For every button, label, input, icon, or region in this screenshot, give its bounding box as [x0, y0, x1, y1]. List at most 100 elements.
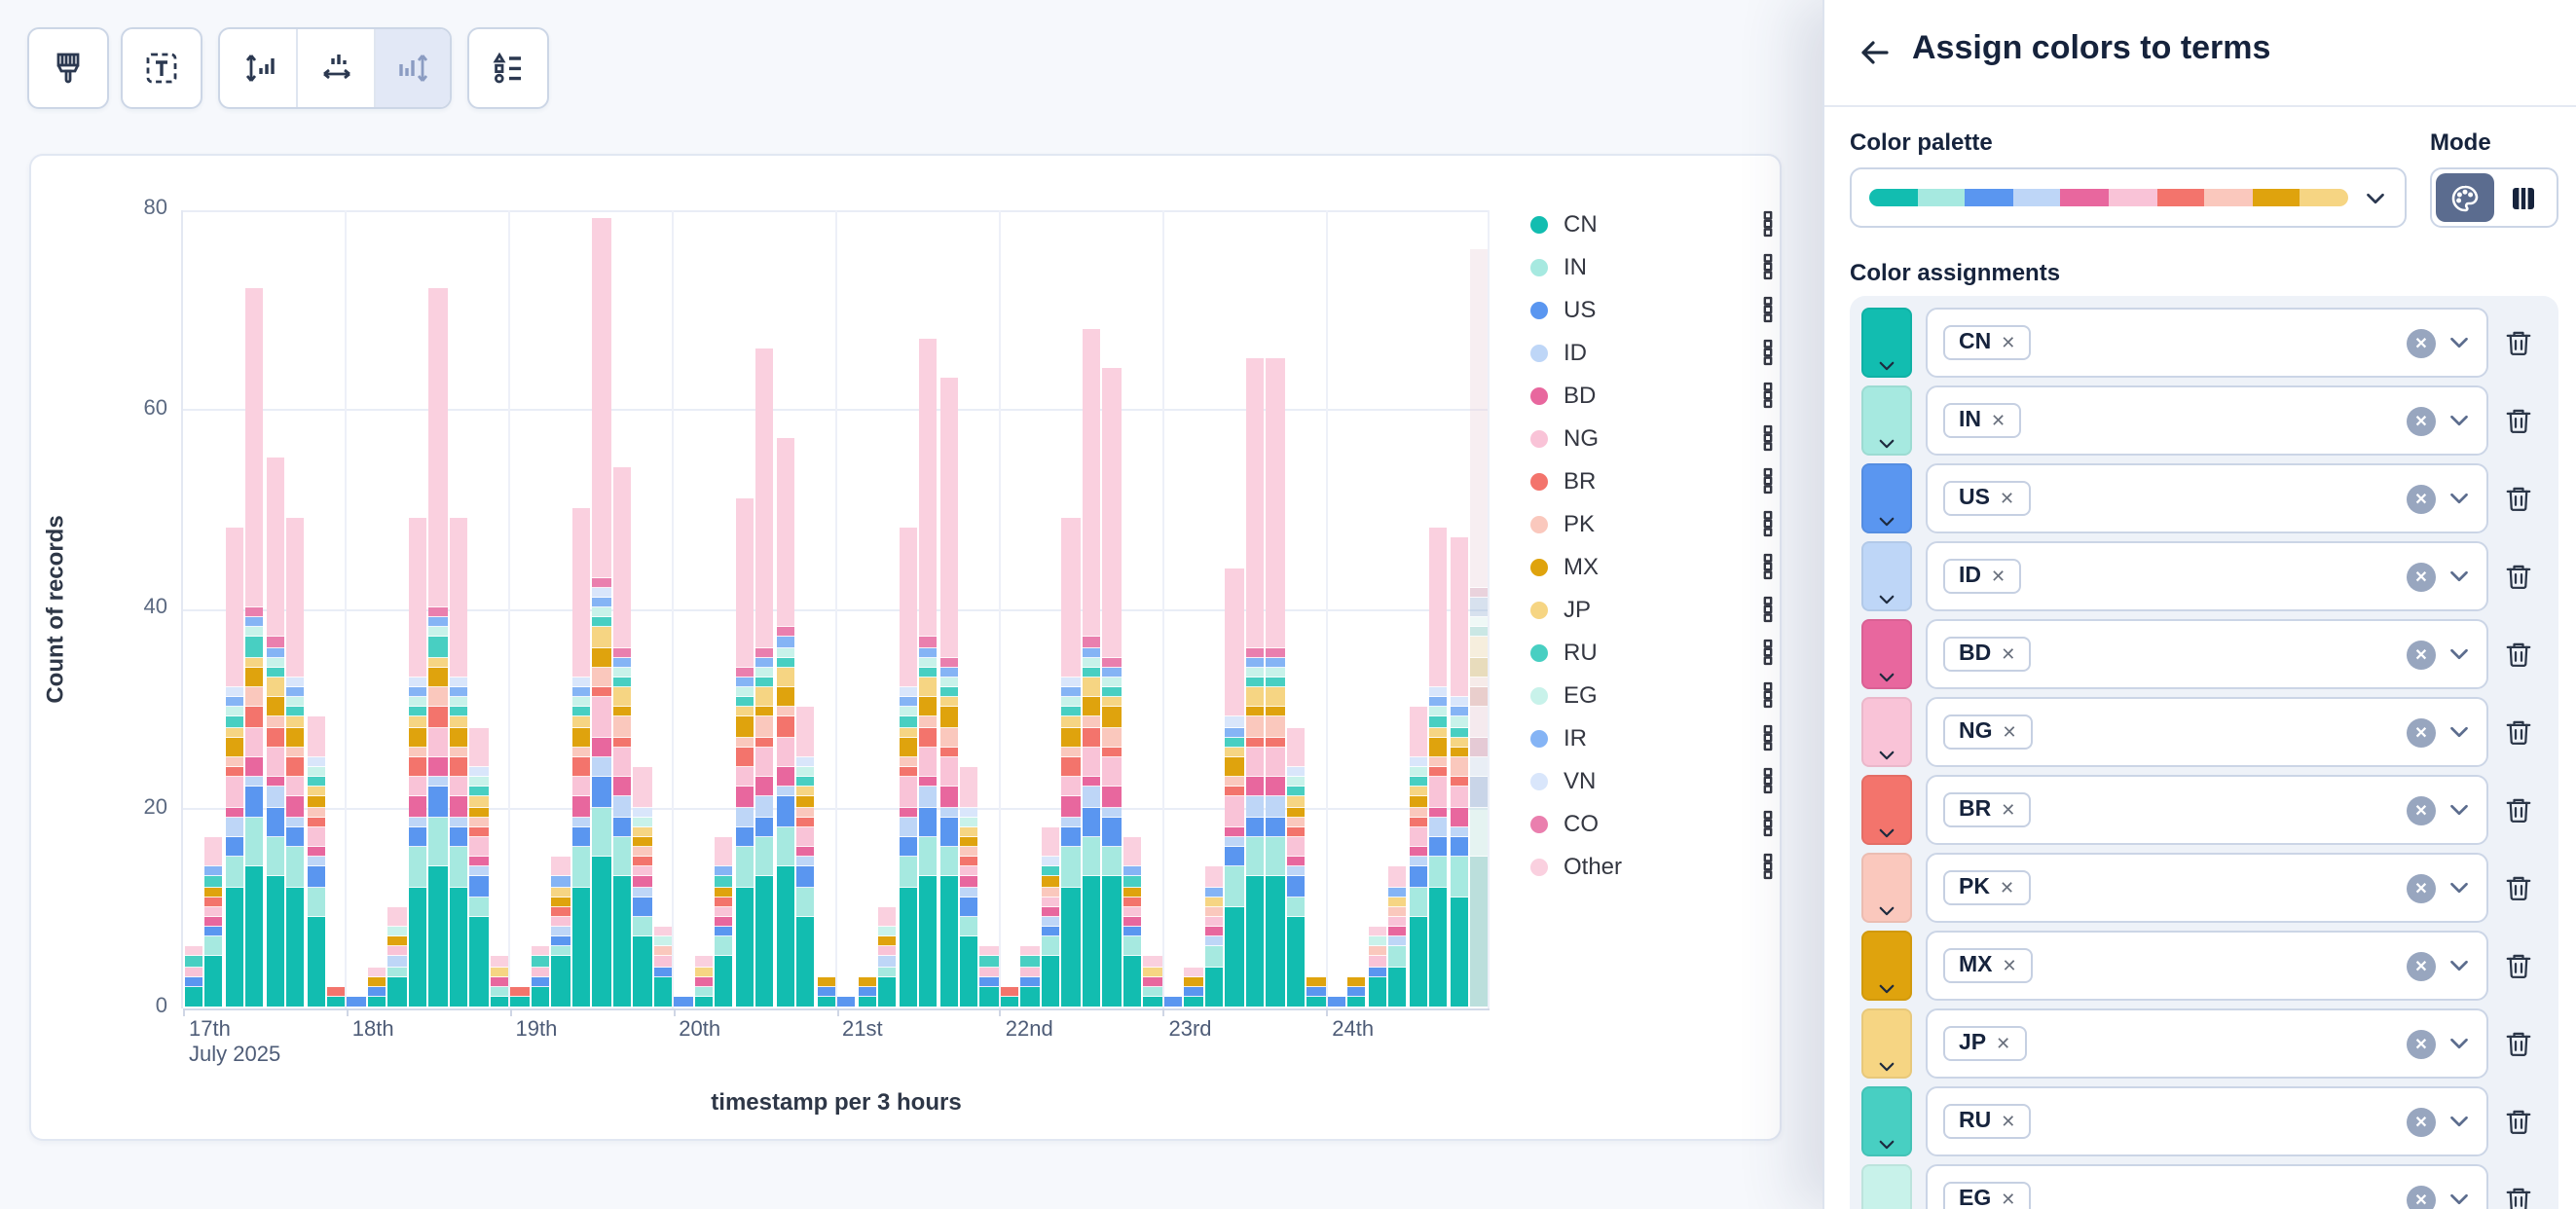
legend-settings-button[interactable] — [467, 27, 549, 109]
legend-actions-button[interactable] — [1756, 810, 1780, 837]
term-combobox[interactable]: ID ✕ ✕ — [1926, 541, 2488, 611]
clear-selection-button[interactable]: ✕ — [2407, 795, 2436, 824]
term-pill[interactable]: EG ✕ — [1943, 1182, 2032, 1209]
clear-selection-button[interactable]: ✕ — [2407, 873, 2436, 902]
legend-actions-button[interactable] — [1756, 553, 1780, 580]
clear-selection-button[interactable]: ✕ — [2407, 717, 2436, 747]
color-swatch-button[interactable] — [1861, 385, 1912, 456]
term-combobox[interactable]: BD ✕ ✕ — [1926, 619, 2488, 689]
color-swatch-button[interactable] — [1861, 697, 1912, 767]
term-combobox[interactable]: IN ✕ ✕ — [1926, 385, 2488, 456]
term-pill[interactable]: MX ✕ — [1943, 948, 2033, 983]
legend-item-NG[interactable]: NG — [1530, 419, 1780, 458]
term-combobox[interactable]: NG ✕ ✕ — [1926, 697, 2488, 767]
color-swatch-button[interactable] — [1861, 619, 1912, 689]
remove-term-icon[interactable]: ✕ — [2002, 955, 2017, 974]
axis-bottom-button[interactable] — [296, 29, 374, 107]
delete-assignment-button[interactable] — [2488, 561, 2547, 592]
remove-term-icon[interactable]: ✕ — [2001, 799, 2016, 819]
clear-selection-button[interactable]: ✕ — [2407, 951, 2436, 980]
legend-actions-button[interactable] — [1756, 210, 1780, 238]
color-swatch-button[interactable] — [1861, 463, 1912, 533]
term-pill[interactable]: PK ✕ — [1943, 870, 2031, 905]
legend-item-PK[interactable]: PK — [1530, 504, 1780, 543]
remove-term-icon[interactable]: ✕ — [1991, 566, 2006, 585]
remove-term-icon[interactable]: ✕ — [1999, 877, 2015, 897]
color-swatch-button[interactable] — [1861, 775, 1912, 845]
legend-item-IR[interactable]: IR — [1530, 718, 1780, 757]
color-swatch-button[interactable] — [1861, 1086, 1912, 1156]
term-combobox[interactable]: PK ✕ ✕ — [1926, 853, 2488, 923]
delete-assignment-button[interactable] — [2488, 1028, 2547, 1059]
term-pill[interactable]: IN ✕ — [1943, 403, 2022, 438]
term-combobox[interactable]: MX ✕ ✕ — [1926, 931, 2488, 1001]
brush-icon-button[interactable] — [27, 27, 109, 109]
delete-assignment-button[interactable] — [2488, 1106, 2547, 1137]
term-pill[interactable]: CN ✕ — [1943, 325, 2032, 360]
legend-actions-button[interactable] — [1756, 853, 1780, 880]
gradient-mode-button[interactable] — [2494, 173, 2553, 222]
legend-actions-button[interactable] — [1756, 510, 1780, 537]
color-swatch-button[interactable] — [1861, 931, 1912, 1001]
color-swatch-button[interactable] — [1861, 1008, 1912, 1079]
axis-left-button[interactable] — [220, 29, 297, 107]
chevron-down-icon[interactable] — [2447, 565, 2471, 588]
delete-assignment-button[interactable] — [2488, 327, 2547, 358]
legend-actions-button[interactable] — [1756, 467, 1780, 495]
legend-actions-button[interactable] — [1756, 424, 1780, 452]
term-pill[interactable]: JP ✕ — [1943, 1026, 2027, 1061]
remove-term-icon[interactable]: ✕ — [1996, 1033, 2011, 1052]
remove-term-icon[interactable]: ✕ — [2001, 643, 2016, 663]
term-combobox[interactable]: RU ✕ ✕ — [1926, 1086, 2488, 1156]
legend-item-VN[interactable]: VN — [1530, 761, 1780, 800]
chevron-down-icon[interactable] — [2447, 1188, 2471, 1209]
legend-item-Other[interactable]: Other — [1530, 847, 1780, 886]
delete-assignment-button[interactable] — [2488, 872, 2547, 903]
term-combobox[interactable]: CN ✕ ✕ — [1926, 308, 2488, 378]
color-palette-select[interactable] — [1850, 167, 2407, 228]
legend-item-EG[interactable]: EG — [1530, 676, 1780, 714]
term-pill[interactable]: RU ✕ — [1943, 1104, 2032, 1139]
color-swatch-button[interactable] — [1861, 541, 1912, 611]
chevron-down-icon[interactable] — [2447, 876, 2471, 899]
chevron-down-icon[interactable] — [2447, 1032, 2471, 1055]
legend-actions-button[interactable] — [1756, 724, 1780, 751]
color-swatch-button[interactable] — [1861, 853, 1912, 923]
delete-assignment-button[interactable] — [2488, 950, 2547, 981]
remove-term-icon[interactable]: ✕ — [2002, 721, 2017, 741]
color-swatch-button[interactable] — [1861, 308, 1912, 378]
delete-assignment-button[interactable] — [2488, 1184, 2547, 1209]
remove-term-icon[interactable]: ✕ — [1991, 410, 2006, 429]
clear-selection-button[interactable]: ✕ — [2407, 1029, 2436, 1058]
term-combobox[interactable]: US ✕ ✕ — [1926, 463, 2488, 533]
chevron-down-icon[interactable] — [2447, 954, 2471, 977]
legend-item-IN[interactable]: IN — [1530, 247, 1780, 286]
legend-actions-button[interactable] — [1756, 253, 1780, 280]
delete-assignment-button[interactable] — [2488, 405, 2547, 436]
term-pill[interactable]: BR ✕ — [1943, 792, 2032, 827]
bar-orientation-button[interactable] — [373, 29, 450, 107]
legend-item-CN[interactable]: CN — [1530, 204, 1780, 243]
chevron-down-icon[interactable] — [2447, 331, 2471, 354]
term-combobox[interactable]: JP ✕ ✕ — [1926, 1008, 2488, 1079]
chevron-down-icon[interactable] — [2447, 487, 2471, 510]
chevron-down-icon[interactable] — [2447, 642, 2471, 666]
remove-term-icon[interactable]: ✕ — [2001, 1189, 2016, 1208]
palette-mode-button[interactable] — [2436, 173, 2494, 222]
delete-assignment-button[interactable] — [2488, 639, 2547, 670]
legend-item-CO[interactable]: CO — [1530, 804, 1780, 843]
legend-item-RU[interactable]: RU — [1530, 633, 1780, 672]
legend-item-ID[interactable]: ID — [1530, 333, 1780, 372]
legend-actions-button[interactable] — [1756, 339, 1780, 366]
color-swatch-button[interactable] — [1861, 1164, 1912, 1209]
legend-item-BR[interactable]: BR — [1530, 461, 1780, 500]
legend-actions-button[interactable] — [1756, 596, 1780, 623]
legend-actions-button[interactable] — [1756, 382, 1780, 409]
legend-actions-button[interactable] — [1756, 681, 1780, 709]
delete-assignment-button[interactable] — [2488, 483, 2547, 514]
term-pill[interactable]: US ✕ — [1943, 481, 2031, 516]
clear-selection-button[interactable]: ✕ — [2407, 406, 2436, 435]
legend-actions-button[interactable] — [1756, 296, 1780, 323]
legend-item-JP[interactable]: JP — [1530, 590, 1780, 629]
delete-assignment-button[interactable] — [2488, 794, 2547, 825]
